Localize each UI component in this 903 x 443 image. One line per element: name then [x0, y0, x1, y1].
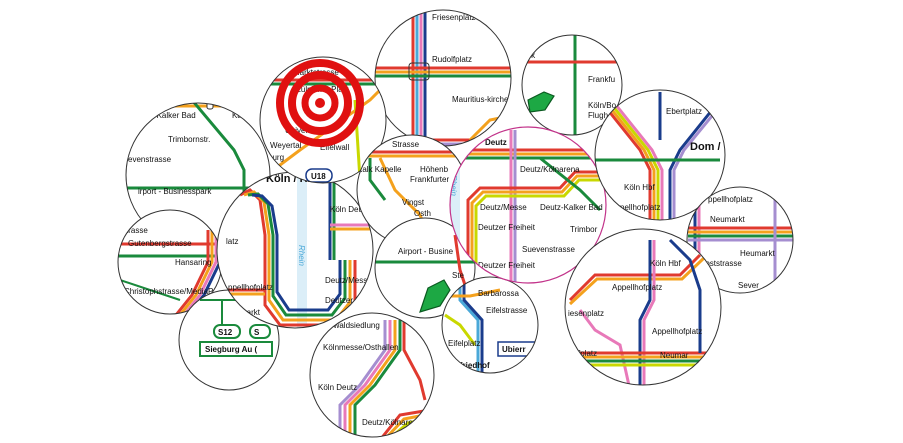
station-label: Eifelwall — [320, 143, 350, 152]
station-label: fplatz — [578, 349, 597, 358]
station-label: strasse — [122, 226, 148, 235]
station-label: Deutz/Messe — [325, 276, 372, 285]
station-label: Deutz-Kalker Bad — [540, 203, 603, 212]
station-label: Höhenb — [420, 165, 449, 174]
map-circle-3[interactable]: Friesenplatz Rudolfplatz Mauritius-kirch… — [374, 9, 515, 154]
station-label: Siegburg Au ( — [205, 345, 257, 354]
station-label: Trimbornstr. — [168, 135, 210, 144]
line-badge-label: S — [254, 328, 260, 337]
pointer-hand-icon — [419, 279, 451, 313]
station-label: Flugh — [588, 111, 608, 120]
line-badge-label: S12 — [218, 328, 233, 337]
station-label: Eifelplatz — [448, 339, 480, 348]
station-label: latz — [226, 237, 238, 246]
station-label: pellhofplatz — [620, 203, 660, 212]
station-label: Appellhofplatz — [652, 327, 702, 336]
station-label: Ebertplatz — [666, 107, 702, 116]
station-label: gerwaldsiedlung — [322, 321, 380, 330]
station-label: Kalk Kapelle — [357, 165, 402, 174]
station-label: Appellhofplatz — [612, 283, 662, 292]
station-label: irport - Businesspark — [138, 187, 212, 196]
s12-badge — [213, 324, 241, 339]
target-marker — [276, 59, 364, 147]
station-label: iesenplatz — [568, 309, 604, 318]
station-label: Deutzer Freiheit — [325, 296, 383, 305]
station-label: Sever — [738, 281, 759, 290]
map-circle-12[interactable]: Köln Hbf Appellhofplatz iesenplatz Appel… — [564, 228, 722, 390]
map-circle-6[interactable]: Strasse Kalk Kapelle Höhenb Frankfurter … — [355, 134, 470, 246]
station-label: Kölnmesse/Osthallen — [323, 343, 399, 352]
station-label: Neumar — [660, 351, 689, 360]
station-label: Poststrasse — [700, 259, 742, 268]
station-label: Ubierr — [502, 345, 526, 354]
station-label: Post — [203, 85, 220, 94]
station-label: Hansaring — [175, 258, 211, 267]
station-label: evenstrasse — [128, 155, 172, 164]
station-label: Mauritius-kirche — [452, 95, 509, 104]
station-label: Deutzer Freiheit — [478, 261, 536, 270]
station-label: Frankfurter — [410, 175, 449, 184]
station-label: Christophstrasse/MediaPark — [124, 287, 225, 296]
station-label: Gutenbergstrasse — [128, 239, 192, 248]
station-label: Barbarossa — [478, 289, 519, 298]
station-label: Trimbor — [570, 225, 598, 234]
map-circle-10[interactable]: strasse Gutenbergstrasse Hansaring Chris… — [115, 209, 230, 320]
station-label: Ste — [452, 271, 465, 280]
station-label: Deutz-Kalker Bad — [133, 111, 196, 120]
station-label: Strasse — [392, 140, 420, 149]
station-label: Deutz/Kölnarena — [362, 418, 422, 427]
station-label: Rudolfplatz — [432, 55, 472, 64]
station-label: markt — [240, 308, 261, 317]
station-label: Köln Deutz — [318, 383, 357, 392]
station-label: Deutz/Messe — [480, 203, 527, 212]
map-circle-4[interactable]: ark Frankfu Köln/Bo Flugh — [521, 34, 623, 136]
station-label: Airport - Busine — [398, 247, 454, 256]
station-label: Deutz/Kölnarena — [520, 165, 580, 174]
map-circle-9[interactable]: ppellhofplatz Neumarkt Heumarkt Poststra… — [686, 186, 795, 294]
station-label: dfriedhof — [455, 361, 490, 370]
station-label: Suevenstrasse — [522, 245, 575, 254]
river-label: Rhein — [449, 175, 458, 196]
station-label: Köln Hbf — [650, 259, 681, 268]
map-circle-5[interactable]: Ebertplatz Dom / Köln Hbf pellhofplatz — [594, 89, 726, 230]
station-label: Friesenplatz — [432, 13, 476, 22]
pointer-hand-icon — [527, 91, 555, 113]
station-label: Deutzer Freiheit — [478, 223, 536, 232]
map-circle-15[interactable]: Barbarossa Eifelstrasse Eifelplatz dfrie… — [441, 275, 539, 380]
map-circle-11[interactable]: Airport - Busine Ste — [374, 217, 476, 319]
station-label: Osth — [414, 209, 431, 218]
station-label: burg — [268, 153, 284, 162]
line-badge-label: U18 — [311, 172, 326, 181]
map-circle-8[interactable]: Rhein Deutz Deutz/Kölnarena Deutz/Messe … — [448, 126, 610, 290]
station-label: Neumarkt — [710, 215, 745, 224]
station-label: Köln Deutz — [330, 205, 369, 214]
map-circle-14[interactable]: gerwaldsiedlung Kölnmesse/Osthallen Köln… — [309, 312, 435, 440]
station-label: ppellhofplatz — [228, 283, 273, 292]
station-label: Köln/Bo — [588, 101, 617, 110]
station-label: Vingst — [402, 198, 425, 207]
selected-circle-outline — [449, 126, 607, 284]
station-label: Heumarkt — [740, 249, 775, 258]
station-label: Frankfu — [588, 75, 615, 84]
station-label: ppellhofplatz — [708, 195, 753, 204]
station-label: Deutz — [485, 138, 507, 147]
station-label: Köln Hbf — [624, 183, 655, 192]
station-label: Dom / — [690, 141, 721, 153]
river-label: Rhein — [297, 245, 306, 266]
station-label: Eifelstrasse — [486, 306, 528, 315]
station-label: Weyertal — [270, 141, 302, 150]
